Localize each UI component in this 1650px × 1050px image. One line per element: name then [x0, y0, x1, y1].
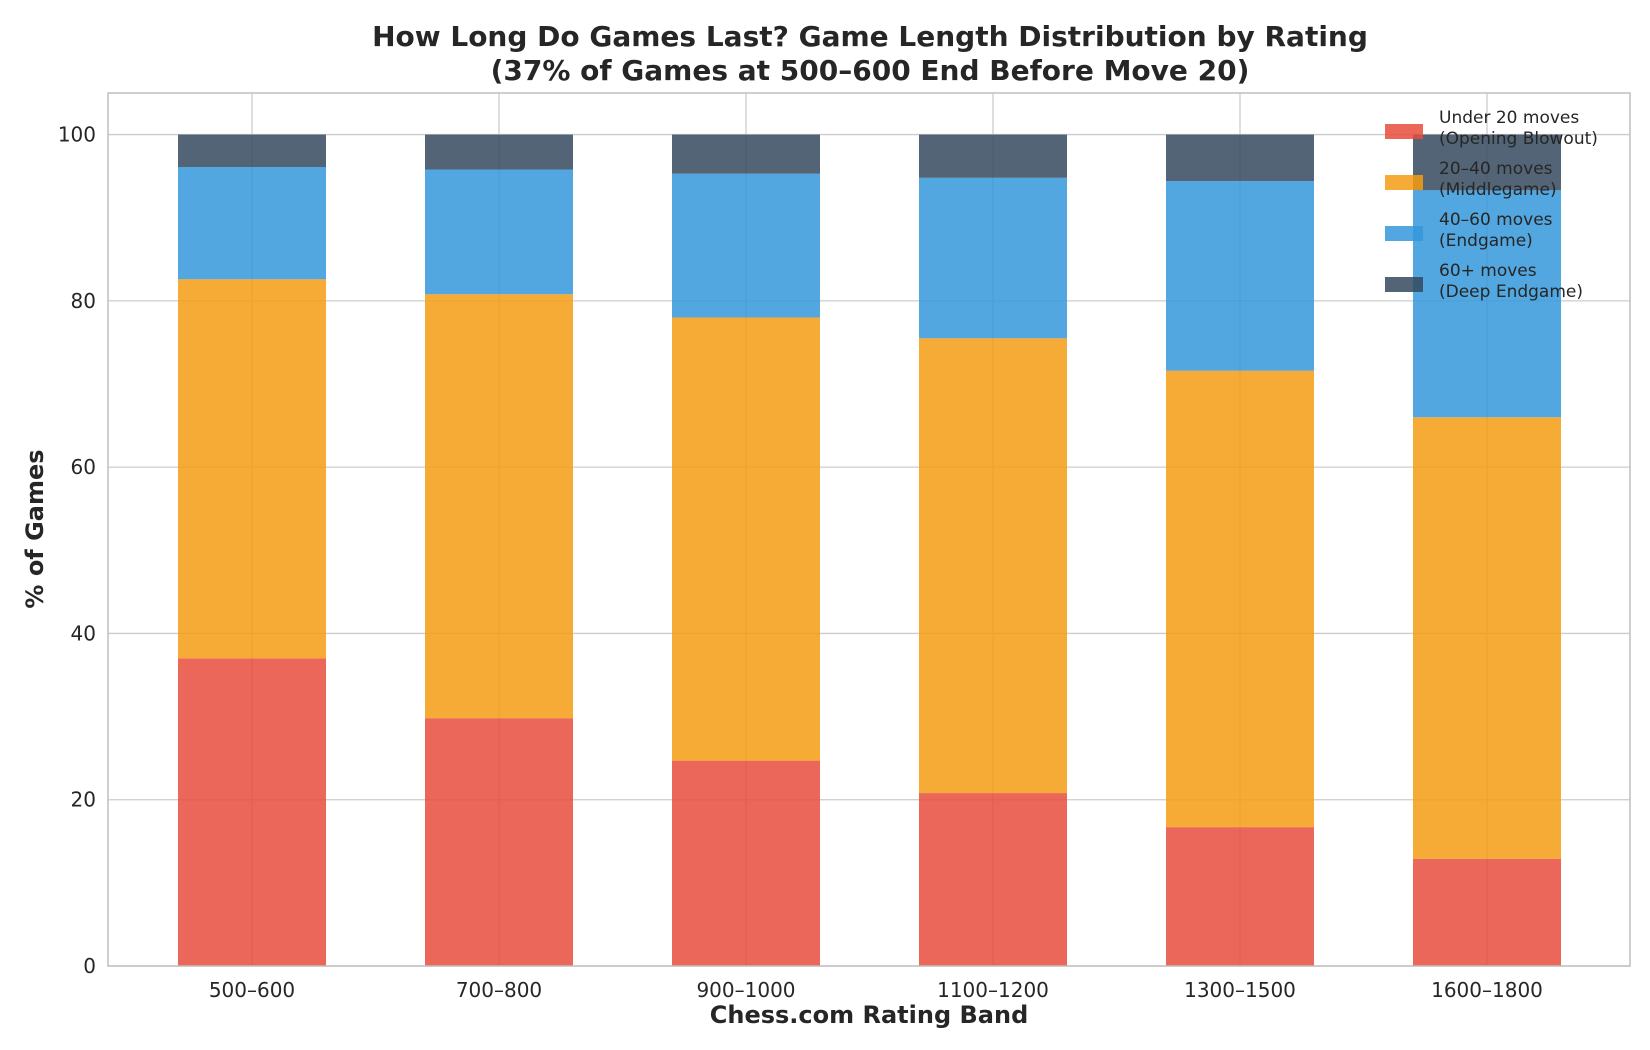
chart-title-line-1: How Long Do Games Last? Game Length Dist… — [372, 20, 1368, 53]
legend-label: Under 20 moves — [1439, 108, 1579, 128]
plot-frame — [107, 92, 1631, 967]
legend-swatch — [1385, 124, 1423, 139]
bar-segment-series-0-category-1 — [425, 718, 573, 966]
y-tick-label: 80 — [71, 289, 96, 313]
legend-label-sub: (Middlegame) — [1439, 180, 1557, 200]
bar-segment-series-2-category-5 — [1413, 190, 1561, 418]
y-tick-label: 20 — [71, 788, 96, 812]
bar-segment-series-0-category-0 — [178, 658, 326, 966]
x-tick-label: 700–800 — [456, 978, 542, 1002]
chart-title-line-2: (37% of Games at 500–600 End Before Move… — [491, 54, 1250, 87]
bar-segment-series-3-category-0 — [178, 134, 326, 167]
legend-swatch — [1385, 277, 1423, 292]
bar-segment-series-0-category-3 — [919, 793, 1067, 966]
bar-segment-series-0-category-4 — [1166, 827, 1314, 966]
bar-segment-series-2-category-1 — [425, 169, 573, 295]
bar-segment-series-2-category-3 — [919, 177, 1067, 339]
legend-label-sub: (Endgame) — [1439, 231, 1533, 251]
axis-ticks: 0 20 40 60 80 100 500–600 700–800 900–1000 1100–1… — [58, 123, 1543, 1002]
x-axis-title: Chess.com Rating Band — [710, 1001, 1029, 1029]
bar-segment-series-0-category-5 — [1413, 858, 1561, 966]
legend-label-sub: (Opening Blowout) — [1439, 129, 1598, 149]
legend-label: 60+ moves — [1439, 261, 1537, 281]
bar-segment-series-3-category-5 — [1413, 134, 1561, 191]
legend-swatch — [1385, 175, 1423, 190]
y-tick-label: 40 — [71, 621, 96, 645]
x-tick-label: 900–1000 — [696, 978, 795, 1002]
bar-segment-series-2-category-4 — [1166, 181, 1314, 371]
bar-segment-series-2-category-0 — [178, 166, 326, 280]
bar-segment-series-3-category-2 — [672, 134, 820, 174]
bar-segment-series-2-category-2 — [672, 173, 820, 318]
bar-segment-series-3-category-3 — [919, 134, 1067, 178]
y-tick-label: 60 — [71, 455, 96, 479]
x-tick-label: 1100–1200 — [937, 978, 1049, 1002]
bar-segment-series-3-category-4 — [1166, 134, 1314, 182]
legend-label-sub: (Deep Endgame) — [1439, 282, 1583, 302]
bar-segment-series-0-category-2 — [672, 760, 820, 966]
bar-segment-series-1-category-3 — [919, 338, 1067, 794]
y-axis-title: % of Games — [21, 449, 49, 608]
y-tick-label: 0 — [83, 954, 96, 978]
bars — [178, 134, 1561, 966]
grid — [108, 93, 1630, 967]
legend: Under 20 moves(Opening Blowout) 20–40 mov… — [1385, 108, 1598, 302]
bar-segment-series-1-category-0 — [178, 279, 326, 659]
bar-segment-series-3-category-1 — [425, 134, 573, 170]
bar-segment-series-1-category-5 — [1413, 417, 1561, 859]
legend-label: 40–60 moves — [1439, 210, 1553, 230]
x-tick-label: 1300–1500 — [1184, 978, 1296, 1002]
x-tick-label: 1600–1800 — [1431, 978, 1543, 1002]
bar-segment-series-1-category-2 — [672, 317, 820, 761]
bar-segment-series-1-category-4 — [1166, 370, 1314, 828]
legend-swatch — [1385, 226, 1423, 241]
x-tick-label: 500–600 — [209, 978, 295, 1002]
bar-segment-series-1-category-1 — [425, 294, 573, 719]
legend-label: 20–40 moves — [1439, 159, 1553, 179]
y-tick-label: 100 — [58, 123, 96, 147]
